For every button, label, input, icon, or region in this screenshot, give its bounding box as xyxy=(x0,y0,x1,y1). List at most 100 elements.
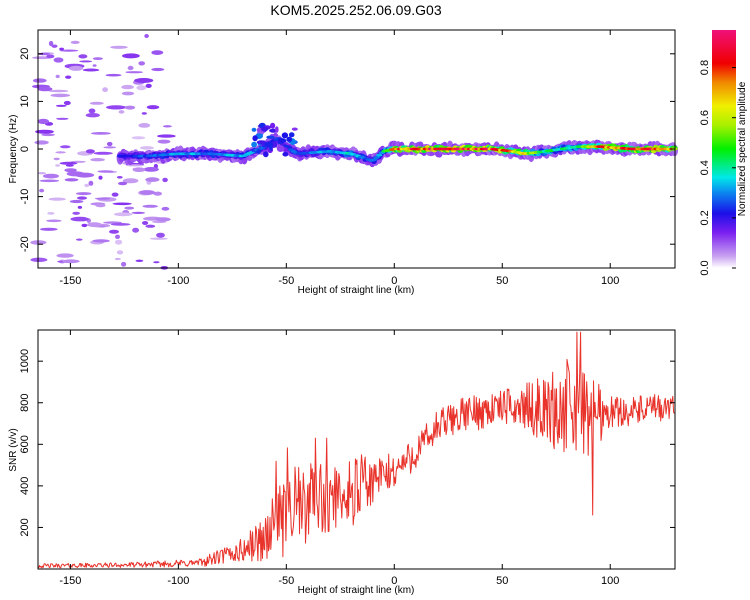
snr-ticks: -150 -100 -50 0 50 100 200 400 600 800 1000 xyxy=(19,330,675,587)
spectrogram-cell xyxy=(142,221,149,225)
spectrogram-cell xyxy=(151,67,165,72)
spectrogram-cell xyxy=(103,146,116,149)
spectrogram-cell xyxy=(95,204,106,208)
spectrogram-cell xyxy=(153,191,162,196)
snr-xtick-label: -150 xyxy=(59,575,81,587)
colorbar-tick-label: 0.8 xyxy=(699,60,711,75)
spectrogram-cell xyxy=(59,161,78,165)
spectrogram-cell xyxy=(116,250,124,255)
spectrogram-cell xyxy=(151,50,164,55)
spectrogram-cell xyxy=(39,188,45,193)
spectrogram-cell xyxy=(55,151,66,154)
spectrogram-cell xyxy=(273,137,278,141)
spectrogram-cell xyxy=(77,196,87,200)
spectrogram-cell xyxy=(115,239,123,245)
spectrogram-cell xyxy=(92,57,103,60)
spectrogram-cell xyxy=(37,118,50,124)
spectrogram-cell xyxy=(121,53,140,59)
spectrogram-cell xyxy=(37,86,53,92)
spectrogram-cell xyxy=(131,136,146,140)
spectrogram-cell xyxy=(50,93,71,98)
spectrogram-cell xyxy=(63,100,71,106)
spectrogram-xtick-label: 50 xyxy=(496,275,508,287)
spectrogram-xtick-label: -100 xyxy=(167,275,189,287)
spectrogram-cell xyxy=(75,172,95,178)
snr-xlabel: Height of straight line (km) xyxy=(298,585,415,596)
spectrogram-cell xyxy=(41,133,55,137)
colorbar-label: Normalized spectral amplitude xyxy=(737,81,748,216)
spectrogram-cell xyxy=(139,146,154,150)
spectrogram-cell xyxy=(97,170,114,173)
spectrogram-cell xyxy=(278,138,287,143)
spectrogram-cell xyxy=(59,49,79,52)
spectrogram-cell xyxy=(84,183,90,188)
spectrogram-cell xyxy=(64,178,79,182)
spectrogram-cell xyxy=(121,261,127,267)
spectrogram-cell xyxy=(132,227,140,233)
snr-ytick-label: 600 xyxy=(19,435,31,453)
spectrogram-cell xyxy=(282,151,289,157)
snr-ytick-label: 1000 xyxy=(19,349,31,373)
spectrogram-cell xyxy=(370,158,378,162)
spectrogram-xlabel: Height of straight line (km) xyxy=(298,285,415,296)
spectrogram-cell xyxy=(59,47,64,51)
colorbar-tick-label: 0.4 xyxy=(699,160,711,175)
snr-ytick-label: 800 xyxy=(19,394,31,412)
spectrogram-cell xyxy=(82,68,100,72)
spectrogram-xtick-label: -150 xyxy=(59,275,81,287)
snr-ytick-label: 200 xyxy=(19,518,31,536)
colorbar-gradient xyxy=(712,30,736,268)
spectrogram-cell xyxy=(106,141,113,147)
spectrogram-cell xyxy=(132,167,146,172)
snr-panel: -150 -100 -50 0 50 100 200 400 600 800 1000 Height… xyxy=(8,329,676,596)
spectrogram-cell xyxy=(87,222,102,228)
spectrogram-cell xyxy=(72,211,80,215)
spectrogram-cell xyxy=(138,61,145,66)
spectrogram-cell xyxy=(121,91,135,96)
spectrogram-cell xyxy=(288,132,295,138)
snr-ytick-label: 400 xyxy=(19,477,31,495)
spectrogram-cell xyxy=(251,127,257,132)
spectrogram-cell xyxy=(55,164,60,167)
spectrogram-cell xyxy=(146,105,160,110)
spectrogram-cell xyxy=(110,223,131,226)
spectrogram-cell xyxy=(256,140,266,145)
spectrogram-cell xyxy=(102,87,108,93)
spectrogram-cell xyxy=(85,149,95,154)
spectrogram-cell xyxy=(157,139,171,144)
spectrogram-cell xyxy=(157,134,176,138)
spectrogram-cell xyxy=(85,113,100,118)
colorbar-tick-label: 0.2 xyxy=(699,210,711,225)
spectrogram-cell xyxy=(68,65,84,71)
spectrogram-cell xyxy=(270,122,276,129)
colorbar-tick-label: 0.6 xyxy=(699,110,711,125)
spectrogram-cell xyxy=(111,192,119,197)
spectrogram-cell xyxy=(256,149,261,154)
spectrogram-cell xyxy=(162,125,172,128)
spectrogram-cell xyxy=(88,108,96,114)
snr-ylabel: SNR (v/v) xyxy=(8,428,19,471)
spectrogram-cell xyxy=(37,172,47,175)
spectrogram-cell xyxy=(113,212,133,217)
spectrogram-cell xyxy=(33,78,47,83)
spectrogram-cell xyxy=(263,151,269,158)
snr-xtick-label: 100 xyxy=(601,575,619,587)
spectrogram-cell xyxy=(121,84,134,90)
spectrogram-cell xyxy=(291,127,298,131)
spectrogram-cell xyxy=(35,129,54,134)
spectrogram-cell xyxy=(53,157,60,161)
snr-xtick-label: 0 xyxy=(391,575,397,587)
spectrogram-xtick-label: 0 xyxy=(391,275,397,287)
spectrogram-cell xyxy=(70,40,80,45)
spectrogram-cell xyxy=(39,179,60,183)
snr-series-line xyxy=(37,331,675,569)
spectrogram-cell xyxy=(81,223,88,228)
spectrogram-cell xyxy=(118,110,125,114)
spectrogram-cell xyxy=(48,40,54,47)
spectrogram-cell xyxy=(46,219,62,223)
spectrogram-cell xyxy=(124,105,136,110)
colorbar: 0.0 0.2 0.4 0.6 0.8 Normalized spectral ampl… xyxy=(699,30,748,276)
spectrogram-cell xyxy=(112,202,132,206)
